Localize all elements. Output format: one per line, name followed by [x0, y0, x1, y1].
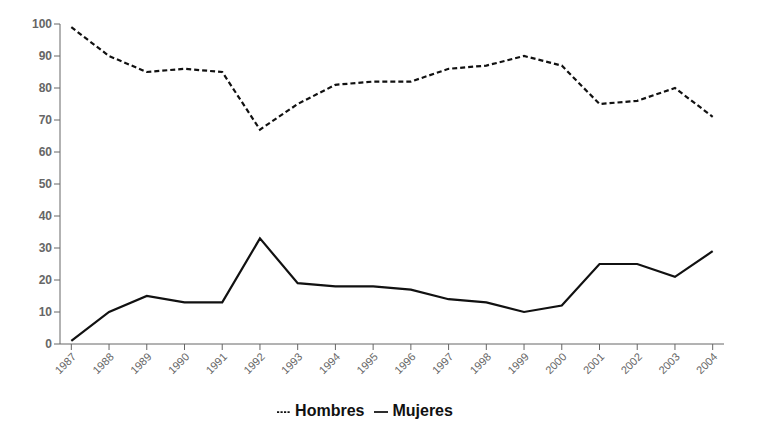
svg-text:1988: 1988 — [90, 350, 116, 376]
html-text:Mujeres: Mujeres — [392, 402, 453, 419]
svg-text:20: 20 — [39, 273, 53, 287]
svg-text:1994: 1994 — [317, 350, 343, 376]
svg-text:0: 0 — [45, 337, 52, 351]
html-text:Hombres: Hombres — [295, 402, 365, 419]
svg-text:100: 100 — [32, 17, 52, 31]
svg-text:30: 30 — [39, 241, 53, 255]
svg-text:10: 10 — [39, 305, 53, 319]
svg-text:60: 60 — [39, 145, 53, 159]
svg-text:1995: 1995 — [354, 350, 380, 376]
svg-text:1998: 1998 — [467, 350, 493, 376]
svg-text:1991: 1991 — [203, 350, 229, 376]
svg-text:1997: 1997 — [430, 350, 456, 376]
svg-text:1999: 1999 — [505, 350, 531, 376]
svg-text:2004: 2004 — [694, 350, 720, 376]
svg-text:40: 40 — [39, 209, 53, 223]
svg-text:80: 80 — [39, 81, 53, 95]
svg-text:1993: 1993 — [279, 350, 305, 376]
svg-text:50: 50 — [39, 177, 53, 191]
svg-text:1990: 1990 — [166, 350, 192, 376]
svg-text:2002: 2002 — [618, 350, 644, 376]
svg-text:2003: 2003 — [656, 350, 682, 376]
svg-text:70: 70 — [39, 113, 53, 127]
svg-text:2000: 2000 — [543, 350, 569, 376]
svg-text:1992: 1992 — [241, 350, 267, 376]
svg-text:90: 90 — [39, 49, 53, 63]
svg-text:1989: 1989 — [128, 350, 154, 376]
svg-text:2001: 2001 — [581, 350, 607, 376]
svg-text:1987: 1987 — [52, 350, 78, 376]
svg-text:1996: 1996 — [392, 350, 418, 376]
